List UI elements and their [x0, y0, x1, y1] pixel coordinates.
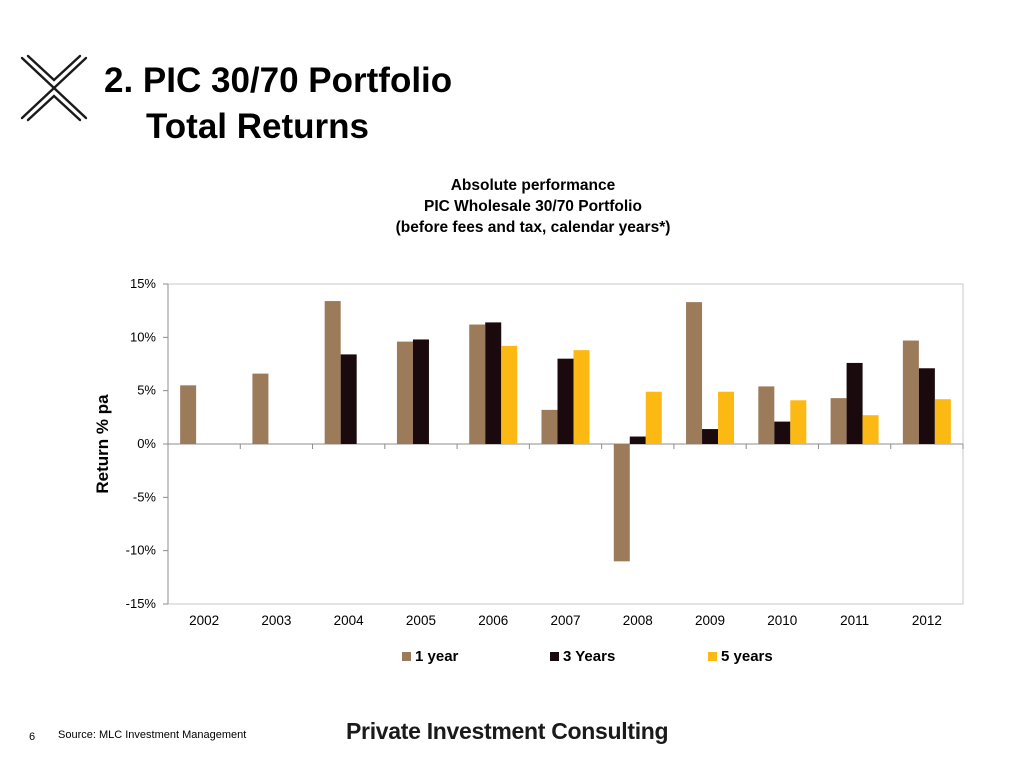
legend-item: 1 year — [402, 648, 458, 665]
x-tick-label: 2003 — [261, 613, 291, 628]
bar — [614, 444, 630, 561]
y-tick-label: 15% — [130, 276, 156, 291]
bar — [325, 301, 341, 444]
bar — [790, 400, 806, 444]
bar — [702, 429, 718, 444]
chart-legend: 1 year 3 Years 5 years — [0, 648, 1024, 670]
bar — [485, 322, 501, 444]
x-tick-label: 2006 — [478, 613, 508, 628]
legend-label: 3 Years — [563, 648, 615, 665]
y-axis-title: Return % pa — [93, 394, 112, 494]
y-tick-label: 5% — [137, 383, 156, 398]
bar — [863, 415, 879, 444]
bar — [686, 302, 702, 444]
bar — [630, 437, 646, 444]
x-tick-label: 2008 — [623, 613, 653, 628]
x-tick-label: 2011 — [840, 613, 869, 628]
bar — [501, 346, 517, 444]
bar — [252, 374, 268, 444]
x-tick-label: 2007 — [550, 613, 580, 628]
legend-item: 3 Years — [550, 648, 615, 665]
y-tick-label: -15% — [126, 596, 157, 611]
bar — [758, 386, 774, 444]
bar — [903, 341, 919, 444]
bar — [341, 354, 357, 444]
x-tick-label: 2009 — [695, 613, 725, 628]
bar — [469, 325, 485, 444]
bar — [413, 339, 429, 444]
y-tick-label: -5% — [133, 489, 157, 504]
bar — [180, 385, 196, 444]
x-tick-label: 2002 — [189, 613, 219, 628]
page-number: 6 — [29, 731, 35, 743]
legend-swatch — [550, 652, 559, 661]
legend-label: 1 year — [415, 648, 458, 665]
bar — [847, 363, 863, 444]
x-tick-label: 2012 — [912, 613, 942, 628]
bar — [919, 368, 935, 444]
bar — [397, 342, 413, 444]
legend-swatch — [402, 652, 411, 661]
bar — [935, 399, 951, 444]
bar — [558, 359, 574, 444]
y-tick-label: 10% — [130, 329, 156, 344]
bar-chart: 15% 10% 5% 0% -5% -10% -15% Return % pa 2002 2003… — [0, 0, 1024, 650]
y-tick-label: -10% — [126, 543, 157, 558]
bar — [831, 398, 847, 444]
bar — [574, 350, 590, 444]
bar — [646, 392, 662, 444]
source-note: Source: MLC Investment Management — [58, 729, 246, 741]
y-tick-label: 0% — [137, 436, 156, 451]
bar — [774, 422, 790, 444]
bar — [542, 410, 558, 444]
bar — [718, 392, 734, 444]
x-tick-label: 2005 — [406, 613, 436, 628]
x-tick-label: 2004 — [334, 613, 365, 628]
x-tick-label: 2010 — [767, 613, 797, 628]
brand-wordmark: Private Investment Consulting — [346, 718, 668, 745]
legend-swatch — [708, 652, 717, 661]
legend-label: 5 years — [721, 648, 773, 665]
legend-item: 5 years — [708, 648, 773, 665]
